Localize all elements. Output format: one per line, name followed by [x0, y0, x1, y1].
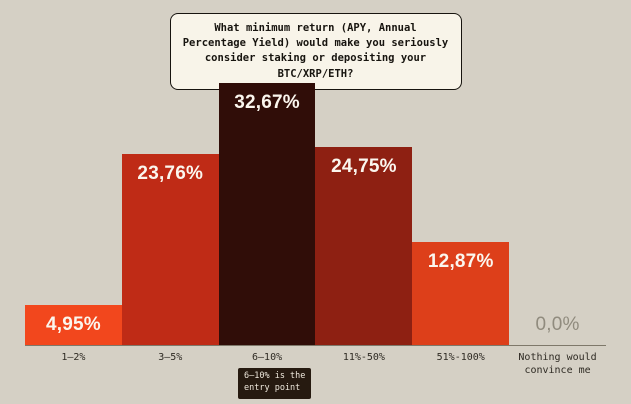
- x-axis-label: 1–2%: [61, 352, 86, 363]
- x-axis-label: Nothing would convince me: [518, 352, 597, 376]
- bar-column: 0,0%: [509, 83, 606, 345]
- annotation-line-1: 6–10% is the: [244, 371, 306, 381]
- chart-title-box: What minimum return (APY, Annual Percent…: [169, 13, 462, 90]
- plot-area: 4,95% 23,76% 32,67% 24,75% 12,87% 0,0%: [25, 83, 606, 345]
- x-axis-label: 3–5%: [158, 352, 183, 363]
- bar-column: 23,76%: [121, 83, 219, 345]
- x-axis-label: 11%-50%: [342, 352, 385, 363]
- bar: 12,87%: [412, 241, 510, 345]
- x-axis-labels: 1–2% 3–5% 6–10% 11%-50% 51%-100% Nothing woul…: [25, 352, 606, 377]
- bar-column: 32,67%: [218, 83, 316, 345]
- bar: 32,67%: [218, 83, 316, 345]
- bar-column: 24,75%: [315, 83, 413, 345]
- bar-column: 4,95%: [25, 83, 122, 345]
- zero-value-label: 0,0%: [535, 314, 580, 335]
- entry-point-annotation: 6–10% is the entry point: [238, 368, 312, 399]
- annotation-line-2: entry point: [244, 382, 301, 393]
- bar-column: 12,87%: [412, 83, 510, 345]
- bar-value-label: 23,76%: [137, 163, 204, 185]
- bar-value-label: 12,87%: [427, 250, 494, 272]
- bar-value-label: 32,67%: [234, 92, 300, 113]
- x-axis-line: [25, 345, 606, 346]
- bar: 23,76%: [121, 154, 219, 345]
- chart-title: What minimum return (APY, Annual Percent…: [182, 22, 449, 80]
- x-axis-label: 51%-100%: [436, 352, 485, 363]
- bar: 24,75%: [315, 146, 413, 345]
- bar: 4,95%: [25, 305, 122, 345]
- bar-value-label: 4,95%: [45, 314, 101, 336]
- x-axis-label: 6–10%: [252, 352, 283, 363]
- bar-value-label: 24,75%: [331, 155, 397, 177]
